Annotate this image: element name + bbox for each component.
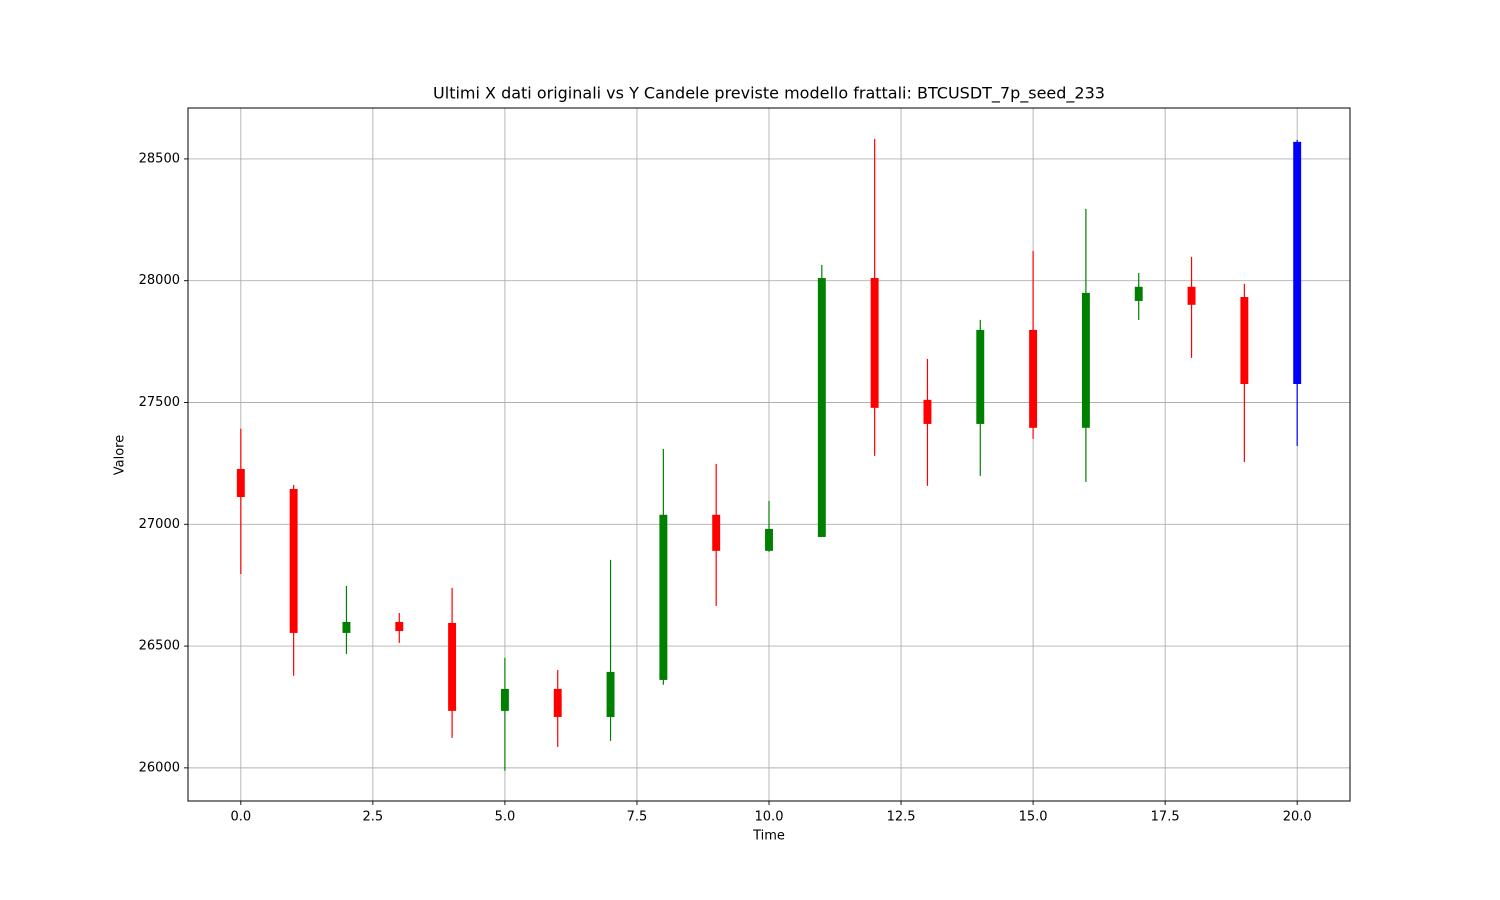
candle-body	[606, 671, 615, 717]
candle-body	[1187, 286, 1196, 305]
candle-body	[1081, 292, 1090, 428]
candle-body	[395, 621, 404, 631]
y-tick-label: 28500	[139, 151, 180, 166]
candle-body	[500, 688, 509, 711]
candle-body	[1029, 329, 1038, 428]
candle-body	[448, 622, 457, 711]
x-tick-label: 15.0	[1019, 810, 1048, 825]
x-tick-label: 12.5	[887, 810, 916, 825]
candle-body	[765, 528, 773, 551]
plot-frame	[187, 107, 1351, 802]
y-axis-label: Valore	[113, 435, 128, 475]
chart-title: Ultimi X dati originali vs Y Candele pre…	[433, 84, 1105, 104]
candle-body	[236, 468, 245, 498]
candle-body	[659, 514, 668, 680]
y-tick-label: 28000	[139, 273, 180, 288]
y-tick-label: 26500	[139, 639, 180, 654]
candle-body	[923, 399, 932, 424]
candle-body	[870, 278, 879, 408]
y-tick-label: 27500	[139, 395, 180, 410]
candle-body	[289, 488, 298, 633]
candle-body	[553, 688, 562, 717]
candle-body	[342, 621, 351, 633]
x-tick-label: 17.5	[1151, 810, 1180, 825]
candle-body	[712, 514, 721, 551]
x-axis-label: Time	[752, 829, 785, 844]
candle-body	[1240, 297, 1249, 384]
candle-body	[1293, 141, 1302, 384]
y-tick-label: 26000	[139, 760, 180, 775]
candle-body	[817, 278, 826, 537]
x-tick-label: 7.5	[627, 810, 648, 825]
x-tick-label: 0.0	[230, 810, 251, 825]
x-tick-label: 2.5	[363, 810, 384, 825]
x-tick-label: 20.0	[1283, 810, 1312, 825]
x-tick-label: 5.0	[495, 810, 516, 825]
x-tick-label: 10.0	[755, 810, 784, 825]
y-tick-label: 27000	[139, 517, 180, 532]
candle-body	[1134, 286, 1143, 301]
candle-body	[976, 329, 985, 424]
